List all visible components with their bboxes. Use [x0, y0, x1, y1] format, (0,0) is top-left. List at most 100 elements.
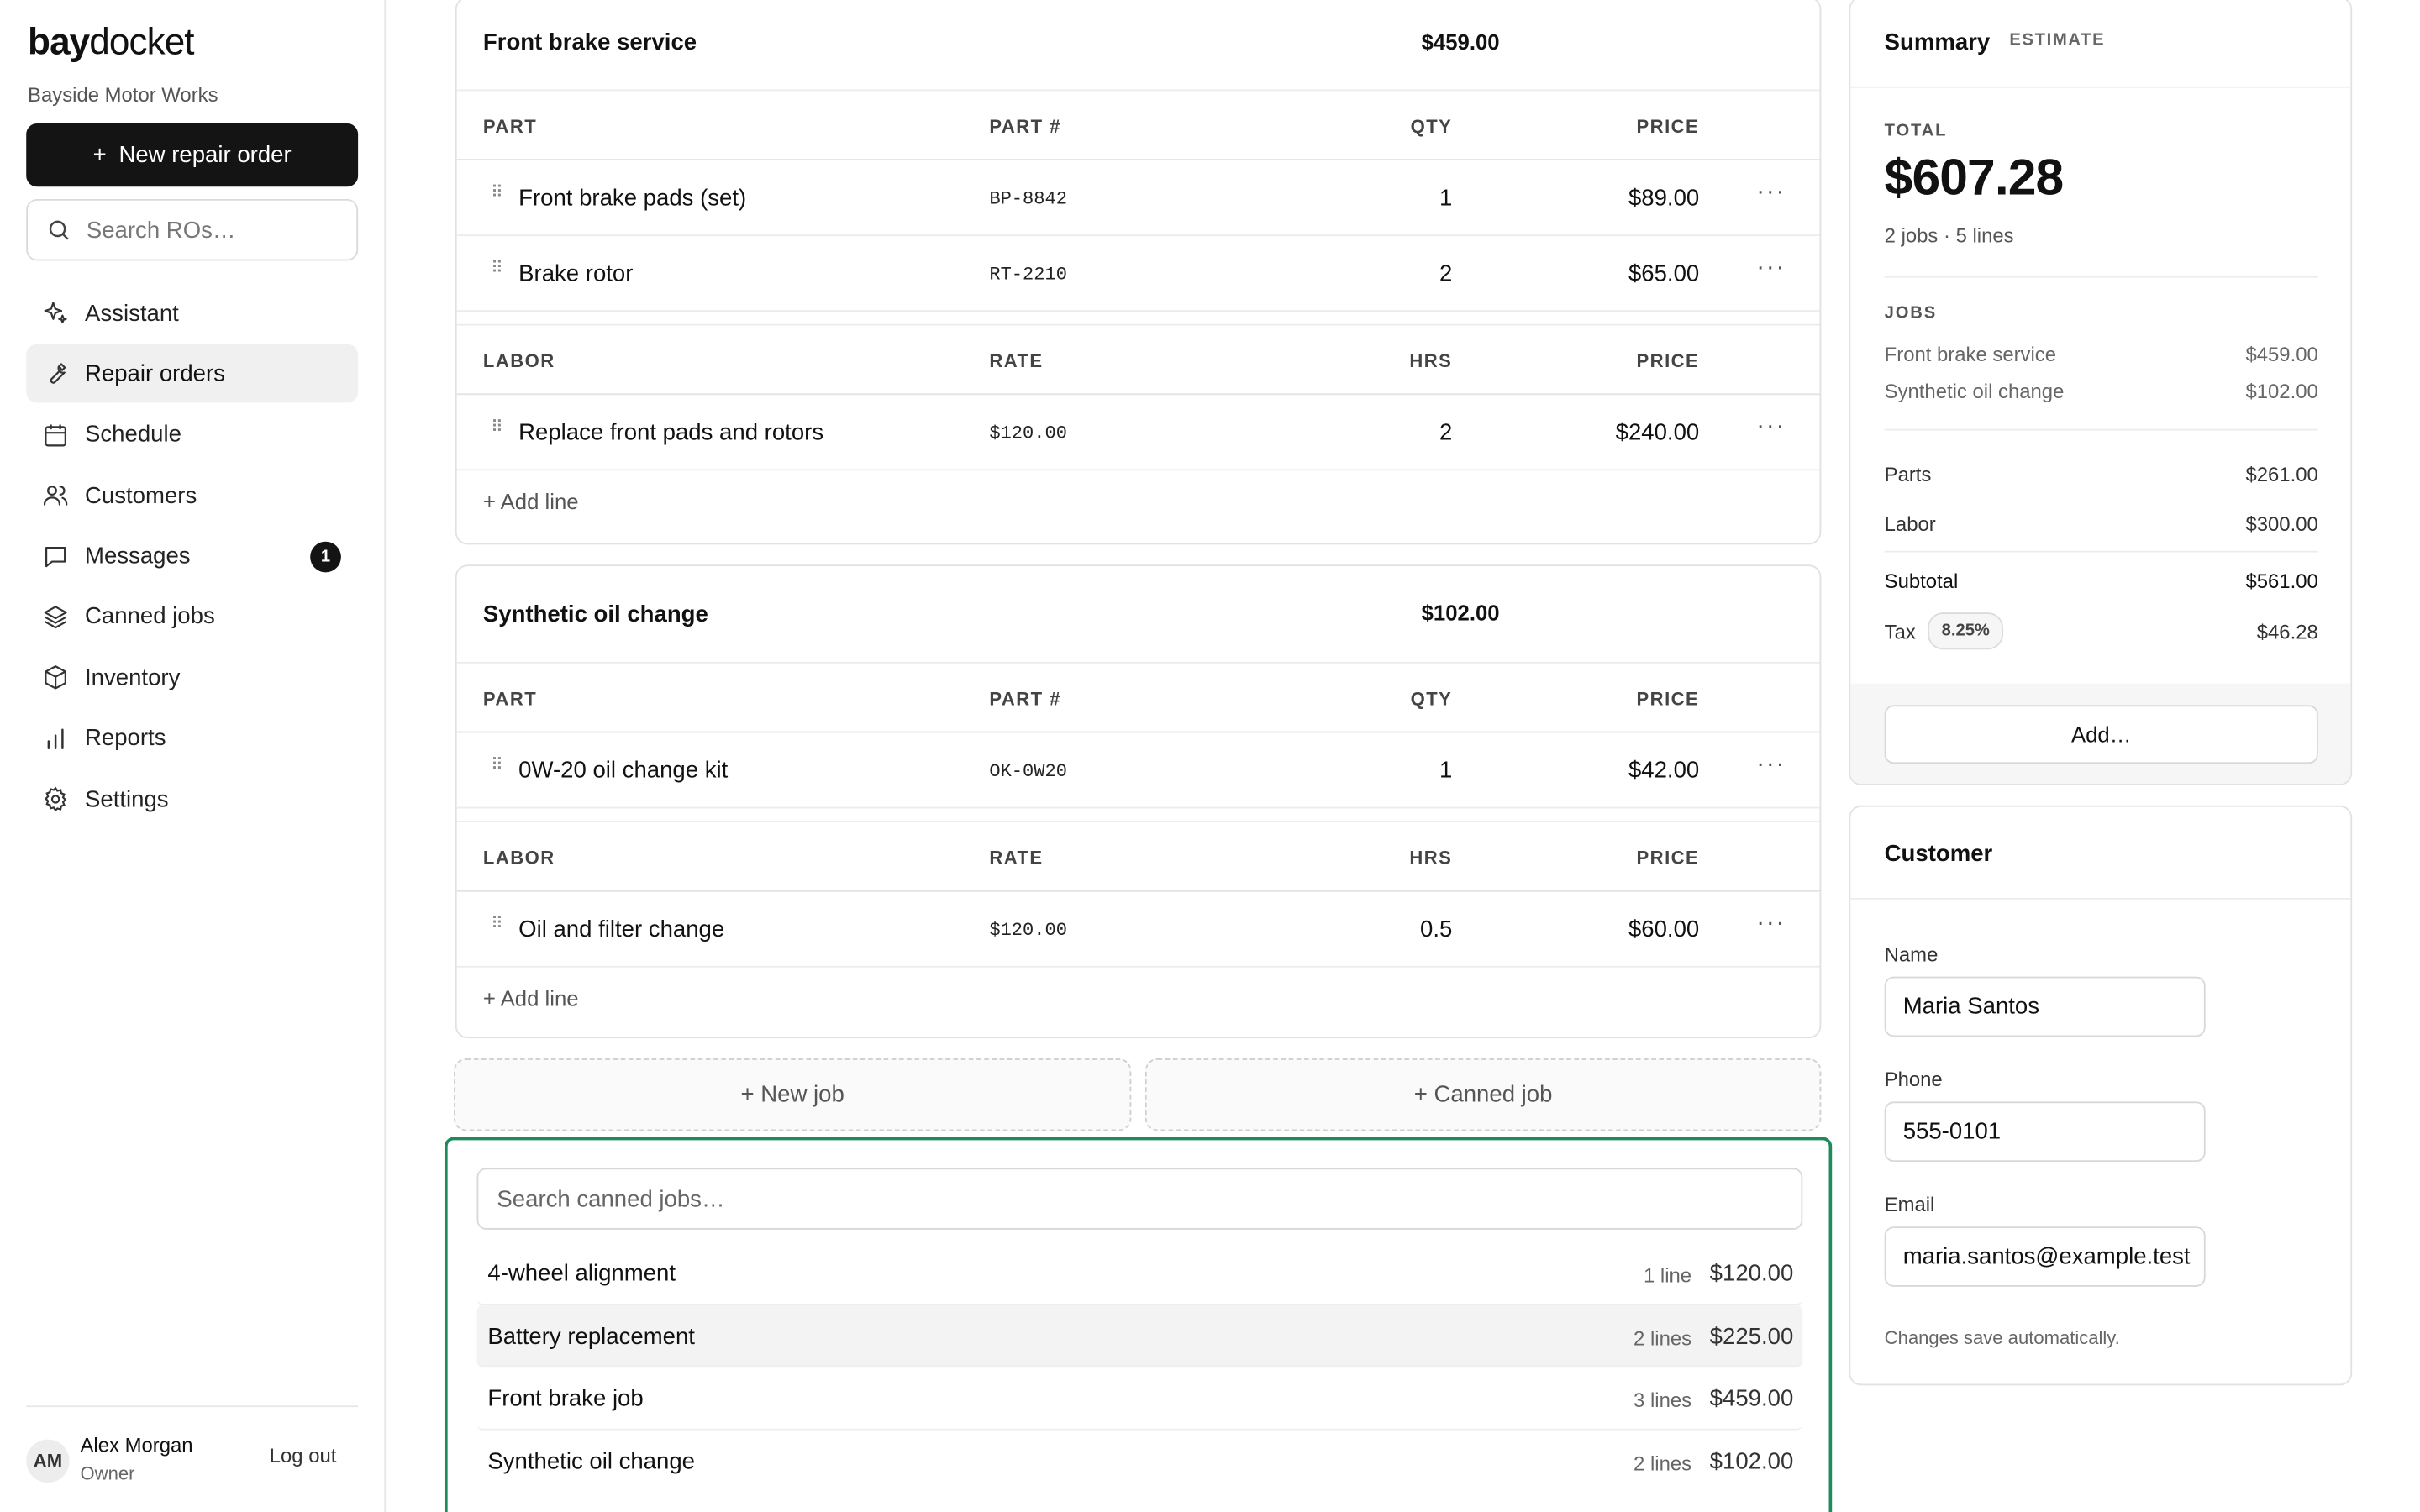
- sidebar-item-label: Schedule: [85, 421, 182, 449]
- more-icon[interactable]: ···: [1756, 413, 1786, 440]
- labor-name: Replace front pads and rotors: [518, 419, 824, 446]
- message-icon: [45, 546, 66, 567]
- parts-header: PART PART # QTY PRICE: [456, 91, 1820, 161]
- ro-search[interactable]: [26, 198, 359, 261]
- add-line-button[interactable]: + Add line: [482, 985, 579, 1011]
- col-qty: QTY: [1410, 115, 1453, 138]
- canned-job-item[interactable]: 4-wheel alignment 1 line $120.00: [476, 1242, 1803, 1305]
- app-logo[interactable]: baydocket: [28, 21, 195, 64]
- subtotal-amount: $561.00: [2245, 569, 2318, 593]
- phone-label: Phone: [1884, 1068, 1943, 1091]
- sidebar-item-repair-orders[interactable]: Repair orders: [26, 344, 359, 404]
- sidebar-item-messages[interactable]: Messages 1: [26, 527, 358, 585]
- section-gap: [456, 808, 1820, 822]
- section-gap: [456, 312, 1820, 326]
- user-role: Owner: [80, 1462, 135, 1484]
- drag-handle-icon[interactable]: ⠿: [491, 915, 503, 934]
- labor-rate: $120.00: [989, 919, 1067, 942]
- divider: [1884, 276, 2318, 278]
- part-name: Front brake pads (set): [518, 185, 747, 212]
- canned-job-name: Synthetic oil change: [487, 1448, 696, 1475]
- part-row[interactable]: ⠿ Front brake pads (set) BP-8842 1 $89.0…: [456, 160, 1820, 237]
- canned-job-button[interactable]: + Canned job: [1144, 1058, 1822, 1131]
- col-rate: RATE: [989, 349, 1044, 372]
- col-part-number: PART #: [989, 115, 1061, 138]
- unread-badge: 1: [310, 540, 341, 572]
- sidebar-item-label: Reports: [85, 725, 166, 752]
- part-qty: 2: [1439, 260, 1453, 287]
- drag-handle-icon[interactable]: ⠿: [491, 259, 503, 278]
- canned-jobs-search-input[interactable]: [476, 1168, 1803, 1230]
- logout-button[interactable]: Log out: [269, 1444, 337, 1467]
- part-number: RT-2210: [989, 264, 1067, 286]
- part-qty: 1: [1439, 185, 1453, 212]
- labor-header: LABOR RATE HRS PRICE: [456, 822, 1820, 892]
- new-job-button[interactable]: + New job: [454, 1058, 1132, 1131]
- add-line-button[interactable]: + Add line: [482, 489, 579, 514]
- canned-job-item[interactable]: Battery replacement 2 lines $225.00: [476, 1305, 1803, 1368]
- more-icon[interactable]: ···: [1756, 179, 1786, 206]
- summary-title: Summary: [1884, 29, 1991, 56]
- layers-icon: [44, 606, 67, 629]
- box-icon: [45, 665, 66, 690]
- canned-job-price: $120.00: [1709, 1260, 1794, 1287]
- subtotal-label: Subtotal: [1884, 569, 1959, 593]
- avatar[interactable]: AM: [26, 1439, 70, 1483]
- labor-hrs: 0.5: [1420, 916, 1453, 943]
- job-header: Front brake service $459.00: [456, 0, 1820, 92]
- plus-icon: +: [92, 141, 107, 169]
- phone-field[interactable]: [1884, 1101, 2206, 1163]
- bar-chart-icon: [47, 728, 64, 749]
- canned-job-price: $225.00: [1709, 1323, 1794, 1350]
- add-button[interactable]: Add…: [1884, 705, 2318, 764]
- parts-label: Parts: [1884, 463, 1932, 486]
- summary-footer: Add…: [1850, 683, 2351, 785]
- labor-row[interactable]: ⠿ Oil and filter change $120.00 0.5 $60.…: [456, 892, 1820, 968]
- drag-handle-icon[interactable]: ⠿: [491, 417, 503, 437]
- ro-search-input[interactable]: [86, 217, 334, 244]
- sidebar-item-schedule[interactable]: Schedule: [26, 406, 358, 465]
- canned-job-item[interactable]: Front brake job 3 lines $459.00: [476, 1368, 1803, 1431]
- drag-handle-icon[interactable]: ⠿: [491, 183, 503, 202]
- more-icon[interactable]: ···: [1756, 751, 1786, 778]
- part-name: Brake rotor: [518, 260, 634, 287]
- part-row[interactable]: ⠿ Brake rotor RT-2210 2 $65.00 ···: [456, 236, 1820, 312]
- new-repair-order-button[interactable]: + New repair order: [26, 123, 359, 187]
- divider: [1884, 550, 2318, 553]
- email-field[interactable]: [1884, 1226, 2206, 1287]
- col-part-number: PART #: [989, 688, 1061, 710]
- autosave-hint: Changes save automatically.: [1884, 1326, 2120, 1349]
- sidebar-item-customers[interactable]: Customers: [26, 466, 358, 525]
- canned-job-name: 4-wheel alignment: [487, 1260, 676, 1287]
- part-qty: 1: [1439, 757, 1453, 785]
- calendar-icon: [45, 424, 66, 447]
- customer-header: Customer: [1850, 807, 2351, 900]
- tax-rate-badge[interactable]: 8.25%: [1928, 612, 2004, 650]
- divider: [1884, 428, 2318, 431]
- col-price: PRICE: [1636, 115, 1700, 138]
- more-icon[interactable]: ···: [1756, 255, 1786, 281]
- sidebar-item-settings[interactable]: Settings: [26, 770, 358, 829]
- part-row[interactable]: ⠿ 0W-20 oil change kit OK-0W20 1 $42.00 …: [456, 732, 1820, 809]
- drag-handle-icon[interactable]: ⠿: [491, 756, 503, 775]
- users-icon: [43, 486, 68, 507]
- add-line-row: + Add line: [457, 470, 1820, 532]
- summary-job-amount: $459.00: [2245, 342, 2318, 366]
- email-label: Email: [1884, 1192, 1935, 1216]
- job-title[interactable]: Front brake service: [482, 29, 697, 56]
- summary-meta: 2 jobs · 5 lines: [1884, 223, 2014, 247]
- canned-jobs-panel: 4-wheel alignment 1 line $120.00 Battery…: [444, 1137, 1833, 1512]
- job-title[interactable]: Synthetic oil change: [482, 601, 708, 628]
- sidebar-item-canned-jobs[interactable]: Canned jobs: [26, 588, 358, 647]
- part-number: OK-0W20: [989, 760, 1067, 783]
- sidebar-item-inventory[interactable]: Inventory: [26, 648, 358, 707]
- sidebar-item-reports[interactable]: Reports: [26, 709, 358, 768]
- wrench-icon: [50, 364, 66, 385]
- more-icon[interactable]: ···: [1756, 910, 1786, 937]
- labor-row[interactable]: ⠿ Replace front pads and rotors $120.00 …: [456, 395, 1820, 471]
- part-price: $65.00: [1628, 260, 1700, 287]
- sidebar-item-assistant[interactable]: Assistant: [26, 284, 358, 343]
- part-name: 0W-20 oil change kit: [518, 757, 729, 785]
- name-field[interactable]: [1884, 976, 2206, 1037]
- canned-job-item[interactable]: Synthetic oil change 2 lines $102.00: [477, 1430, 1803, 1493]
